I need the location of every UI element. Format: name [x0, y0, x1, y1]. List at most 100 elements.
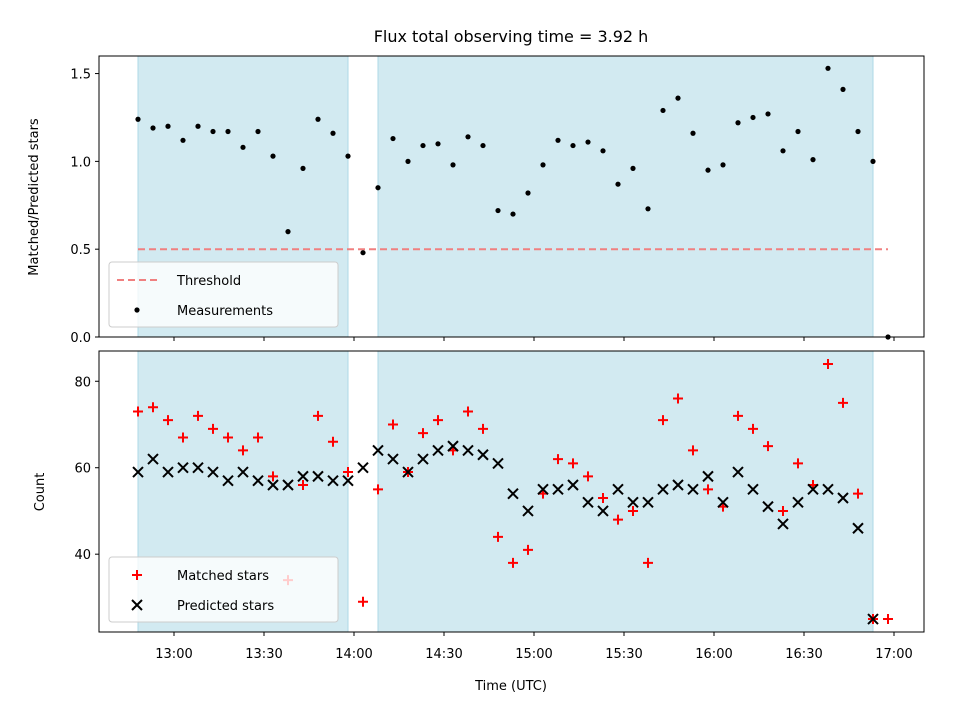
measurement-point [810, 157, 816, 163]
matched-star-point [703, 484, 713, 495]
observing-window-band [377, 350, 874, 633]
count-ticks: 13:00 13:30 14:00 14:30 15:00 15:30 16:00 16:30… [74, 375, 912, 662]
measurement-point [450, 162, 456, 168]
measurement-point [135, 116, 141, 122]
measurement-point [720, 162, 726, 168]
legend-label: Threshold [176, 274, 241, 289]
measurement-point [750, 114, 756, 121]
legend-matched-swatch [132, 570, 142, 580]
predicted-star-point [222, 474, 234, 487]
legend-predicted-swatch [131, 599, 143, 611]
predicted-star-point [522, 505, 534, 517]
predicted-star-point [387, 453, 399, 465]
measurement-point [660, 107, 666, 114]
matched-star-point [598, 492, 608, 503]
measurement-point [825, 65, 831, 71]
x-tick-label: 14:00 [335, 647, 372, 662]
predicted-star-point [807, 483, 819, 496]
measurement-point [225, 128, 231, 135]
matched-star-point [673, 393, 683, 404]
measurement-point [480, 142, 486, 149]
predicted-star-point [492, 457, 504, 470]
predicted-star-point [777, 518, 789, 530]
measurement-point [600, 148, 606, 154]
matched-star-point [823, 358, 833, 369]
predicted-star-point [867, 613, 879, 625]
matched-star-point [508, 557, 518, 568]
measurement-point [780, 148, 786, 154]
measurement-point [345, 153, 351, 159]
x-tick-label: 13:30 [245, 647, 282, 662]
predicted-star-point [792, 496, 804, 509]
count-panel: 13:00 13:30 14:00 14:30 15:00 15:30 16:00 16:30… [33, 350, 925, 662]
measurement-point [540, 162, 546, 168]
measurement-point [240, 144, 246, 150]
predicted-star-point [282, 479, 294, 491]
matched-star-point [688, 445, 698, 456]
predicted-star-point [357, 462, 369, 474]
matched-star-point [733, 410, 743, 421]
predicted-star-point [672, 479, 684, 491]
matched-star-point [253, 432, 263, 443]
predicted-star-point [177, 462, 189, 474]
matched-star-point [493, 531, 503, 542]
predicted-star-point [237, 466, 249, 478]
x-axis-label: Time (UTC) [474, 679, 547, 694]
ratio-axes-frame [98, 55, 925, 338]
measurement-point [150, 125, 156, 131]
predicted-star-point [207, 466, 219, 478]
x-tick-label: 15:00 [515, 647, 552, 662]
measurement-point [855, 128, 861, 135]
predicted-star-point [717, 496, 729, 509]
legend-label: Measurements [177, 304, 273, 319]
measurement-point [435, 141, 441, 147]
count-series [132, 358, 893, 625]
predicted-star-point [507, 487, 519, 500]
predicted-star-point [747, 483, 759, 496]
predicted-star-point [147, 453, 159, 465]
measurement-point [420, 142, 426, 149]
y-tick-label: 80 [74, 375, 91, 390]
predicted-star-point [612, 483, 624, 496]
measurement-point [360, 250, 366, 256]
measurement-point [165, 123, 171, 129]
measurement-point [630, 165, 636, 171]
matched-star-point [853, 488, 863, 499]
matched-star-point [133, 406, 143, 417]
y-tick-label: 1.5 [70, 68, 91, 83]
legend-label: Predicted stars [177, 599, 274, 614]
measurement-point [840, 86, 846, 92]
predicted-star-point [402, 466, 414, 478]
matched-star-point [418, 428, 428, 439]
matched-star-point [328, 436, 338, 447]
y-tick-label: 0.5 [70, 243, 91, 258]
measurement-point [210, 128, 216, 135]
predicted-star-point [312, 470, 324, 483]
matched-star-point [298, 480, 308, 491]
measurement-point [300, 165, 306, 171]
y-tick-label: 1.0 [70, 155, 91, 170]
measurement-point [255, 128, 261, 135]
predicted-star-point [252, 474, 264, 487]
y-tick-label: 60 [74, 462, 91, 477]
predicted-star-point [597, 505, 609, 517]
measurement-point [315, 116, 321, 122]
x-tick-label: 16:00 [695, 647, 732, 662]
matched-star-point [628, 505, 638, 516]
matched-star-point [223, 432, 233, 443]
predicted-star-point [432, 444, 444, 457]
matched-star-point [313, 410, 323, 421]
matched-star-point [748, 423, 758, 434]
count-axes-frame [98, 350, 925, 633]
x-tick-label: 13:00 [155, 647, 192, 662]
matched-star-point [523, 544, 533, 555]
measurement-point [570, 142, 576, 149]
predicted-star-point [627, 496, 639, 509]
matched-star-point [763, 441, 773, 452]
matched-star-point [553, 454, 563, 465]
measurement-point [510, 211, 516, 217]
matched-star-point [208, 423, 218, 434]
ratio-y-axis-label: Matched/Predicted stars [27, 118, 42, 276]
matched-star-point [778, 505, 788, 516]
measurement-point [765, 111, 771, 117]
